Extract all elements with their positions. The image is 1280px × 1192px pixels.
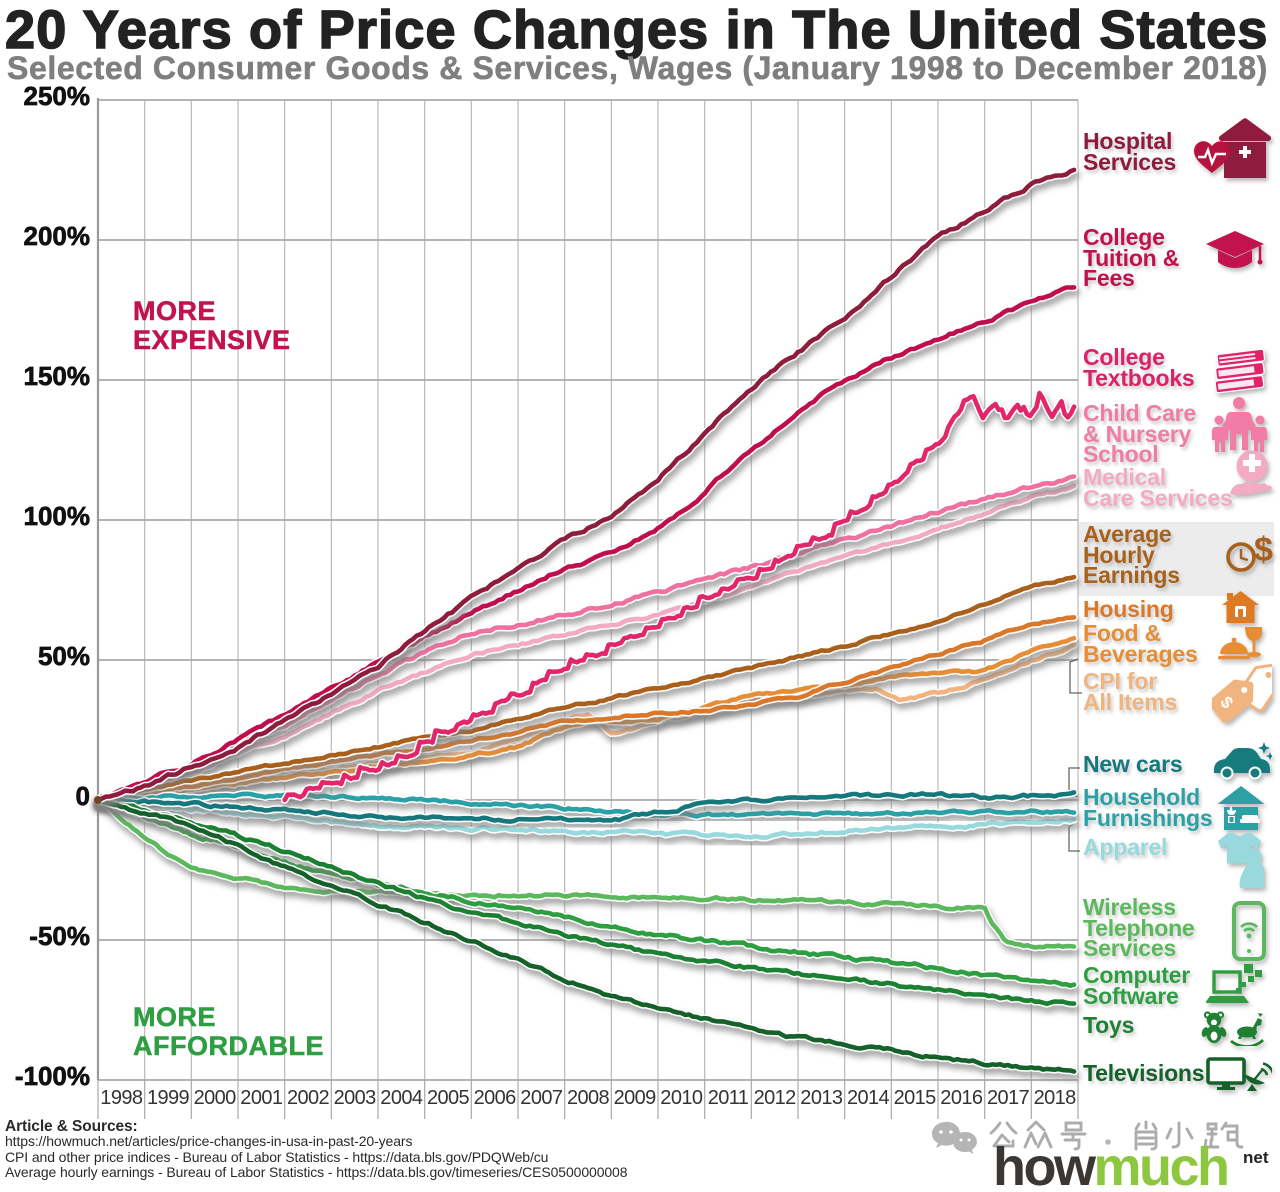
- svg-text:$: $: [1254, 531, 1273, 569]
